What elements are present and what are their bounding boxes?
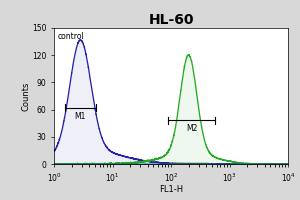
Title: HL-60: HL-60 — [148, 13, 194, 27]
X-axis label: FL1-H: FL1-H — [159, 185, 183, 194]
Text: M1: M1 — [75, 112, 86, 121]
Text: M2: M2 — [186, 124, 197, 133]
Text: control: control — [58, 32, 84, 41]
Y-axis label: Counts: Counts — [22, 81, 31, 111]
